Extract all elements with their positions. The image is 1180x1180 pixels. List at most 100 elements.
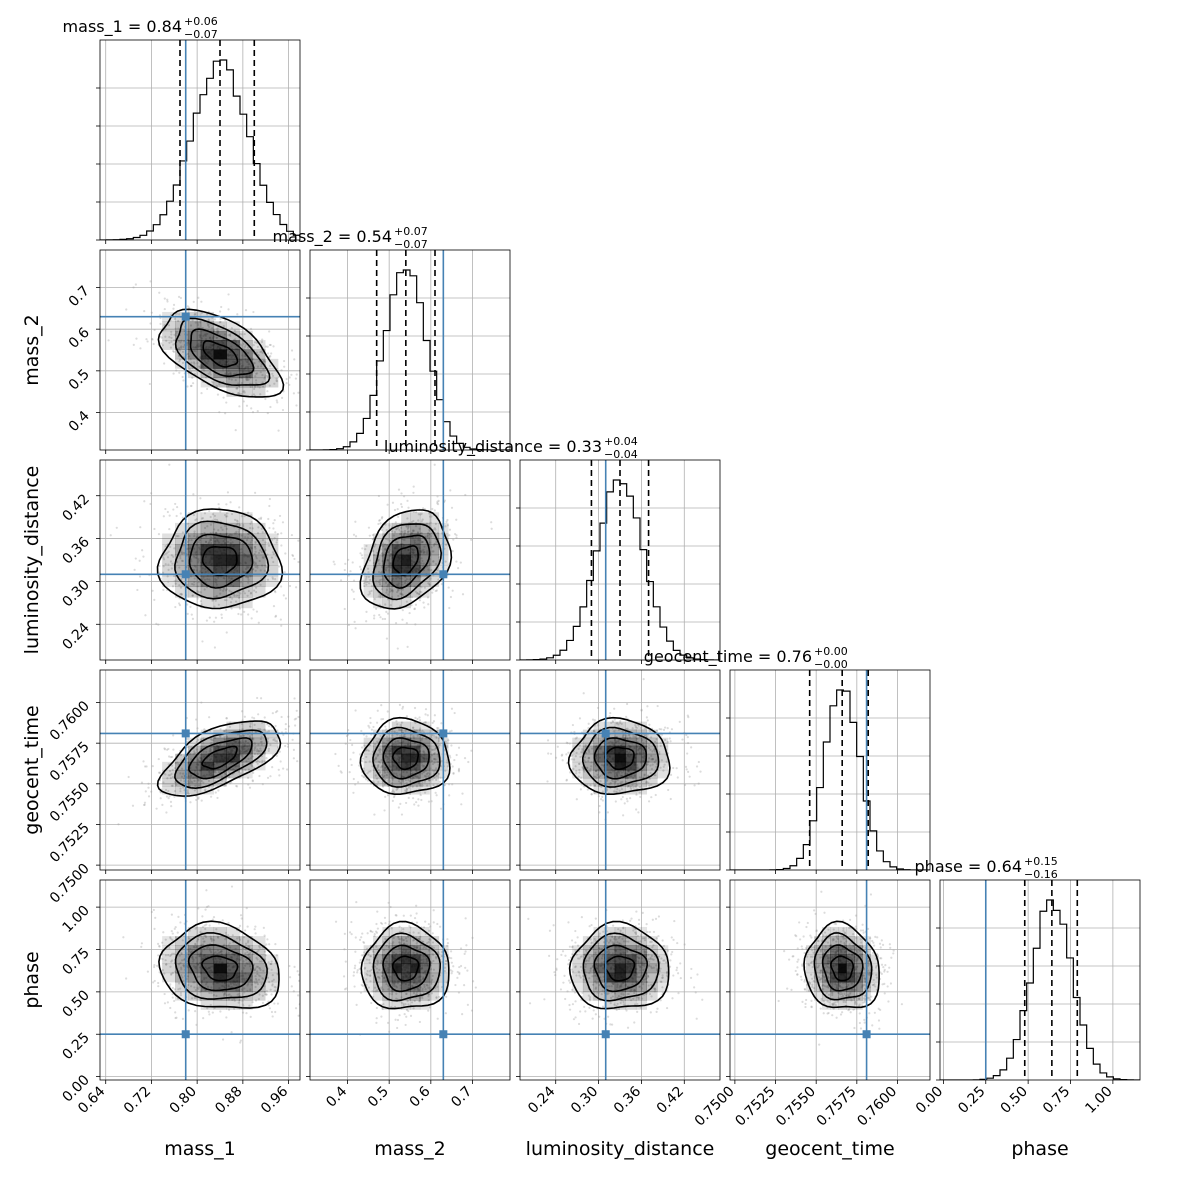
sample-point <box>421 559 424 563</box>
sample-point <box>186 791 189 794</box>
y-tick-label: 0.6 <box>66 325 93 352</box>
sample-point <box>198 539 201 542</box>
sample-point <box>380 588 384 591</box>
sample-point <box>389 589 392 592</box>
sample-point <box>159 797 162 800</box>
sample-point <box>431 778 434 781</box>
sample-point <box>369 578 372 582</box>
sample-point <box>190 361 193 364</box>
sample-point <box>617 782 620 786</box>
contour-level-2 <box>188 533 254 589</box>
sample-point <box>200 392 203 395</box>
sample-point <box>225 588 228 591</box>
density-cell <box>226 368 240 379</box>
sample-point <box>217 529 220 532</box>
sample-point <box>268 526 271 530</box>
sample-point <box>174 334 178 337</box>
sample-point <box>224 728 228 731</box>
sample-point <box>172 350 176 353</box>
density-cell <box>252 721 266 731</box>
sample-point <box>158 571 161 574</box>
sample-point <box>288 383 291 386</box>
sample-point <box>261 385 265 388</box>
sample-point <box>253 717 256 720</box>
sample-point <box>608 715 611 718</box>
sample-point <box>193 569 196 572</box>
density-cell <box>252 745 266 755</box>
sample-point <box>437 727 440 730</box>
sample-point <box>195 798 198 802</box>
sample-point <box>198 570 201 573</box>
density-cell <box>226 554 240 566</box>
y-tick-label: 0.24 <box>59 620 92 653</box>
density-cell <box>187 554 202 566</box>
sample-point <box>235 519 238 522</box>
panel-mass_2-vs-mass_2: mass_2 = 0.54 +0.07−0.07 <box>273 225 511 454</box>
sample-point <box>401 580 404 583</box>
sample-point <box>204 376 208 379</box>
density-cell <box>187 321 202 332</box>
sample-point <box>391 588 394 592</box>
sample-point <box>190 384 193 388</box>
sample-point <box>178 584 181 587</box>
sample-point <box>266 390 269 393</box>
sample-point <box>254 382 258 385</box>
sample-point <box>160 336 163 339</box>
sample-point <box>419 784 422 787</box>
sample-point <box>268 384 271 387</box>
sample-point <box>173 767 177 770</box>
sample-point <box>226 491 230 494</box>
sample-point <box>401 609 404 612</box>
sample-point <box>237 596 241 600</box>
sample-point <box>181 375 184 379</box>
sample-point <box>284 597 288 600</box>
sample-point <box>431 769 434 772</box>
sample-point <box>578 768 581 772</box>
sample-point <box>666 726 669 730</box>
density-cell <box>252 533 266 545</box>
density-cell <box>419 737 430 747</box>
sample-point <box>630 787 633 791</box>
panel-title-label: mass_2 = 0.54 <box>273 227 392 247</box>
sample-point <box>421 784 424 787</box>
sample-point <box>387 779 390 782</box>
sample-point <box>254 569 257 572</box>
sample-point <box>437 578 440 581</box>
density-cell <box>391 721 402 731</box>
sample-point <box>240 771 243 775</box>
sample-point <box>420 562 423 565</box>
sample-point <box>239 592 242 595</box>
density-cell <box>401 745 412 755</box>
sample-point <box>237 591 240 594</box>
sample-point <box>645 716 648 719</box>
sample-point <box>173 575 176 578</box>
sample-point <box>171 562 174 565</box>
sample-point <box>399 735 402 738</box>
sample-point <box>181 551 184 554</box>
sample-point <box>230 607 233 610</box>
sample-point <box>402 534 406 537</box>
sample-point <box>601 799 604 802</box>
sample-point <box>419 576 422 579</box>
sample-point <box>240 722 244 725</box>
sample-point <box>168 463 171 466</box>
sample-point <box>565 778 568 781</box>
sample-point <box>174 327 177 330</box>
sample-point <box>213 646 217 649</box>
sample-point <box>178 604 182 607</box>
sample-point <box>245 404 249 407</box>
sample-point <box>180 593 183 596</box>
sample-point <box>275 377 278 380</box>
sample-point <box>231 597 234 600</box>
sample-point <box>490 527 493 530</box>
sample-point <box>282 359 286 363</box>
sample-point <box>648 757 651 760</box>
sample-point <box>257 354 260 357</box>
sample-point <box>239 581 242 584</box>
density-cell <box>226 565 240 577</box>
density-cell <box>410 533 421 545</box>
sample-point <box>423 780 426 783</box>
sample-point <box>405 787 408 791</box>
sample-point <box>417 576 420 579</box>
sample-point <box>412 519 415 523</box>
